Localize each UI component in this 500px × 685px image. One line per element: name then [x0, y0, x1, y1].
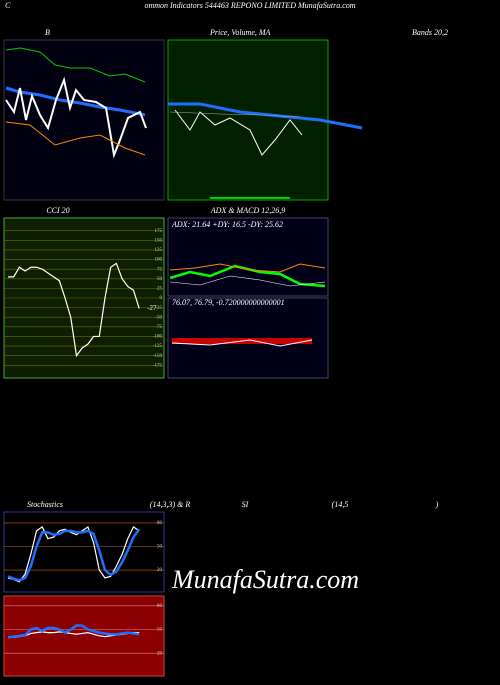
- price-line: [174, 109, 303, 156]
- y-tick-label: -25: [155, 306, 162, 311]
- series-line: [8, 262, 140, 358]
- panel-title: (14,5: [332, 500, 349, 509]
- y-tick-label: 80: [157, 521, 163, 526]
- y-tick-label: 20: [157, 651, 163, 656]
- header-c: C: [5, 1, 11, 10]
- y-tick-label: 175: [155, 229, 163, 234]
- y-tick-label: 50: [157, 628, 163, 633]
- upper-band: [5, 47, 146, 83]
- macd-values: 76.07, 76.79, -0.720000000000001: [172, 298, 285, 307]
- series-line: [7, 525, 140, 583]
- y-tick-label: 150: [155, 238, 163, 243]
- panel: [3, 511, 165, 593]
- last-value-label: -27: [147, 304, 157, 312]
- macd-line: [171, 339, 313, 347]
- label-price: Price, Volume, MA: [209, 28, 271, 37]
- y-tick-label: 50: [157, 545, 163, 550]
- volume-bars: [210, 197, 290, 199]
- y-tick-label: -100: [153, 335, 163, 340]
- y-tick-label: -175: [153, 363, 163, 368]
- minus-di: [169, 263, 326, 273]
- panel-title: Stochastics: [27, 500, 63, 509]
- panel-title: CCI 20: [46, 206, 69, 215]
- plus-di: [169, 275, 326, 287]
- panel-title: ): [435, 500, 439, 509]
- adx-values: ADX: 21.64 +DY: 16.5 -DY: 25.62: [171, 220, 283, 229]
- header-title: ommon Indicators 544463 REPONO LIMITED M…: [144, 1, 355, 10]
- lower-band: [5, 121, 146, 156]
- ma-line-2: [169, 111, 301, 118]
- watermark: MunafaSutra.com: [171, 565, 359, 594]
- y-tick-label: -75: [155, 325, 162, 330]
- y-tick-label: 0: [160, 296, 163, 301]
- price-line: [5, 76, 147, 159]
- y-tick-label: 100: [155, 258, 163, 263]
- y-tick-label: -50: [155, 315, 162, 320]
- panel-b: [3, 39, 165, 201]
- y-tick-label: 20: [157, 568, 163, 573]
- y-tick-label: 80: [157, 604, 163, 609]
- y-tick-label: -125: [153, 344, 163, 349]
- label-b: B: [45, 28, 50, 37]
- y-tick-label: 75: [157, 267, 163, 272]
- y-tick-label: 50: [157, 277, 163, 282]
- ma-line: [168, 102, 363, 130]
- y-tick-label: -150: [153, 354, 163, 359]
- label-bands: Bands 20,2: [412, 28, 448, 37]
- panel: [3, 595, 165, 677]
- panel-price: [167, 39, 329, 201]
- panel-title: SI: [242, 500, 249, 509]
- panel-title: (14,3,3) & R: [150, 500, 191, 509]
- y-tick-label: 125: [155, 248, 163, 253]
- ma-line: [5, 86, 146, 117]
- series-line: [7, 528, 141, 582]
- panel-title: ADX & MACD 12,26,9: [210, 206, 285, 215]
- y-tick-label: 25: [157, 287, 163, 292]
- series-line: [7, 624, 140, 639]
